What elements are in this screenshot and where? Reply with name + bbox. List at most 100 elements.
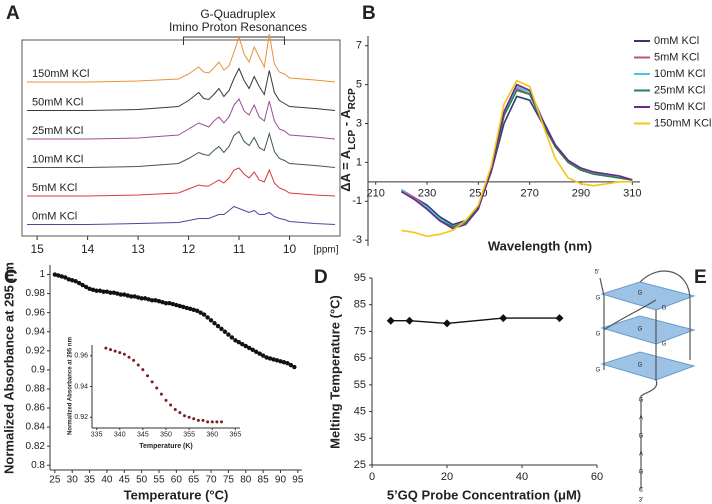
series-line [400,89,633,228]
point [250,347,255,353]
series-line [400,85,633,228]
base-label: G [596,296,601,302]
point [63,275,68,280]
x-tick-label: 11 [233,242,246,256]
x-axis-label: 5’GQ Probe Concentration (μM) [387,487,581,502]
series-line [400,87,633,228]
point [188,306,193,312]
point [127,355,131,359]
point [191,307,196,313]
point [97,288,103,293]
base-label: C [639,488,644,494]
x-tick-label: 60 [591,471,603,483]
base-label: G [596,332,601,338]
y-tick-label: 0.84 [26,422,46,433]
point [177,303,183,309]
y-tick-label: 35 [354,432,366,444]
x-tick-label: 310 [623,188,641,200]
quadruplex-diagram [599,270,696,490]
y-axis-label: Melting Temperature (°C) [327,295,342,449]
point [443,319,451,328]
point [187,415,191,419]
point [163,300,169,306]
point [83,284,89,290]
point [215,420,219,424]
y-tick-label: 75 [354,325,366,337]
x-tick-label: 10 [283,242,297,256]
point [141,368,145,372]
series-line [390,317,560,325]
x-tick-label: 345 [137,432,149,439]
point [206,420,210,424]
base-label: G [638,363,643,369]
point [285,361,290,366]
x-tick-label: 65 [188,475,200,486]
x-tick-label: 14 [81,242,95,256]
y-tick-label: 0.94 [26,326,46,337]
y-axis-label-part: LCP [347,129,358,149]
x-tick-label: 365 [230,432,242,439]
point [159,392,163,396]
point [201,418,205,422]
point [555,314,564,323]
x-tick-label: 270 [520,188,538,200]
point [122,352,126,356]
base-label: G [638,327,643,333]
strand [599,270,691,490]
point [181,304,186,310]
x-tick-label: 90 [275,475,287,486]
annotation: G-Quadruplex [200,7,275,21]
y-tick-label: 95 [354,272,366,284]
x-tick-label: 355 [183,432,195,439]
y-axis-label-part: ΔA = A [338,149,353,192]
point [109,348,112,352]
x-tick-label: 340 [114,432,126,439]
x-tick-label: 360 [206,432,218,439]
point [386,316,395,325]
point [196,418,200,422]
point [125,293,130,298]
inset-y-label: Normalized Absorbance at 295 nm [68,337,74,435]
tetrad [600,281,696,311]
point [66,277,71,282]
y-tick-label: 5 [356,79,362,91]
x-tick-label: 13 [131,242,145,256]
base-label: G [662,306,667,312]
point [170,301,176,307]
y-tick-label: 0.86 [26,403,46,414]
point [132,294,137,299]
x-tick-label: 12 [182,242,196,256]
point [260,353,266,358]
point [192,417,196,421]
x-tick-label: 20 [441,471,453,483]
tetrad [600,315,696,345]
x-tick-label: 55 [153,475,165,486]
point [150,380,154,384]
y-tick-label: 65 [354,352,366,364]
x-tick-label: 40 [516,471,528,483]
point [226,332,231,337]
x-tick-label: 210 [367,188,385,200]
point [155,386,159,390]
base-label: G [639,434,644,440]
x-tick-label: 85 [258,475,270,486]
point [257,351,262,356]
point [101,289,106,294]
point [80,282,85,288]
series-line [401,79,633,238]
spectrum [27,167,336,197]
point [87,286,92,292]
point [267,356,273,361]
point [174,302,179,308]
x-axis-label: Wavelength (nm) [488,238,592,253]
point [142,296,148,301]
point [146,297,151,302]
series-line [400,83,633,230]
x-tick-label: 45 [119,475,131,486]
point [201,312,207,317]
y-tick-label: -1 [352,195,362,207]
point [156,299,162,304]
point [208,318,214,323]
series-label: 25mM KCl [32,125,83,137]
point [264,355,269,360]
